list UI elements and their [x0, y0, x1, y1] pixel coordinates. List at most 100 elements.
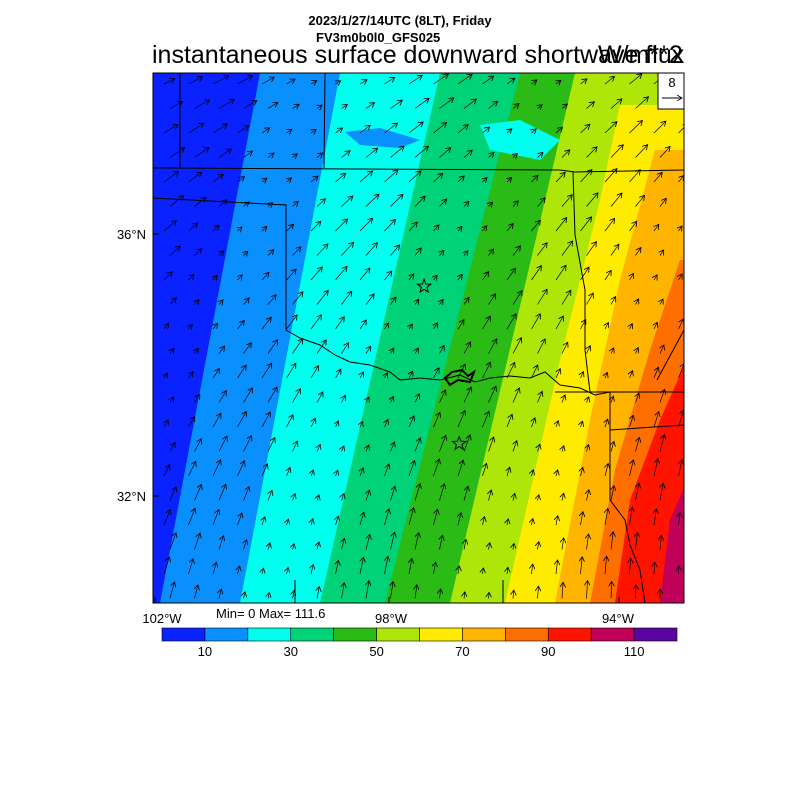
wind-vector-381: [538, 495, 539, 501]
wind-vector-55: [457, 125, 468, 134]
wind-vector-416: [342, 538, 345, 550]
wind-vector-404: [581, 512, 583, 526]
wind-vector-198: [267, 295, 276, 305]
wind-vector-2: [212, 76, 229, 85]
wind-vector-50: [335, 128, 343, 134]
colorbar-box-8: [505, 627, 549, 642]
wind-vector-455: [244, 592, 246, 599]
wind-vector-452: [169, 582, 174, 599]
wind-vector-397: [408, 508, 414, 526]
wind-vector-322: [678, 410, 684, 428]
wind-vector-305: [261, 412, 270, 428]
lon-label-102w: 102°W: [142, 611, 182, 626]
wind-vector-210: [561, 290, 571, 305]
wind-vector-222: [335, 317, 345, 330]
wind-vector-274: [556, 369, 560, 379]
wind-vector-276: [605, 373, 607, 379]
wind-vector-433: [238, 566, 240, 575]
wind-vector-367: [194, 484, 202, 501]
wind-vector-357: [483, 463, 487, 477]
wind-vector-95: [384, 170, 398, 183]
wind-vector-240: [243, 343, 252, 354]
wind-vector-466: [513, 590, 514, 599]
wind-vector-428: [636, 532, 638, 550]
wind-vector-394: [336, 516, 339, 526]
wind-vector-281: [194, 394, 200, 403]
wind-vector-92: [310, 176, 318, 183]
wind-vector-25: [243, 101, 257, 109]
wind-vector-300: [659, 389, 665, 403]
wind-vector-459: [342, 583, 345, 599]
wind-vector-23: [194, 100, 210, 109]
wind-vector-221: [310, 315, 322, 330]
wind-vector-1: [188, 77, 203, 85]
wind-vector-89: [237, 177, 245, 183]
wind-vector-314: [482, 411, 490, 428]
wind-vector-16: [556, 80, 561, 84]
wind-vector-24: [218, 100, 234, 109]
wind-vector-151: [169, 246, 180, 256]
wind-vector-318: [581, 421, 583, 428]
wind-vector-165: [512, 246, 520, 256]
wind-vector-51: [359, 125, 370, 134]
wind-vector-439: [385, 556, 389, 575]
boundary-panhandle: [153, 197, 287, 330]
wind-vector-214: [660, 299, 663, 305]
wind-vector-150: [679, 226, 683, 231]
wind-vector-109: [194, 197, 206, 207]
wind-vector-115: [341, 196, 353, 207]
wind-vector-230: [531, 314, 541, 330]
wind-vector-141: [458, 226, 462, 231]
wind-vector-220: [286, 315, 298, 330]
datetime-label: 2023/1/27/14UTC (8LT), Friday: [308, 13, 492, 28]
wind-vector-321: [653, 412, 659, 428]
colorbar-box-5: [376, 627, 420, 642]
wind-vector-94: [359, 171, 373, 183]
wind-vector-393: [311, 519, 313, 526]
wind-vector-423: [513, 544, 514, 550]
wind-vector-368: [218, 484, 226, 501]
wind-vector-375: [390, 486, 396, 501]
wind-vector-93: [335, 173, 346, 183]
lon-label-94w: 94°W: [602, 611, 635, 626]
wind-vector-86: [163, 172, 179, 183]
wind-vector-13: [482, 76, 494, 85]
wind-vector-234: [630, 324, 633, 329]
wind-vector-218: [237, 321, 245, 330]
wind-vector-56: [482, 127, 490, 134]
wind-vector-215: [164, 323, 169, 330]
wind-vector-265: [335, 369, 341, 379]
wind-vector-128: [659, 198, 666, 207]
band-90-100: [615, 366, 684, 603]
wind-vector-53: [408, 122, 423, 134]
wind-vector-8: [359, 80, 367, 84]
wind-vector-370: [268, 490, 272, 501]
wind-vector-183: [434, 275, 438, 280]
wind-vector-377: [439, 484, 445, 501]
colorbar-label-70: 70: [455, 644, 469, 659]
wind-vector-235: [654, 322, 657, 330]
wind-vector-43: [163, 125, 178, 134]
wind-vector-157: [316, 244, 328, 256]
wind-vector-448: [605, 556, 607, 575]
wind-vector-121: [489, 202, 493, 206]
wind-vector-90: [262, 178, 267, 182]
wind-vector-32: [414, 98, 429, 109]
wind-vector-171: [660, 250, 664, 256]
wind-vector-30: [365, 103, 375, 109]
wind-vector-254: [587, 346, 591, 354]
wind-vector-437: [336, 560, 339, 575]
wind-vector-174: [213, 276, 217, 280]
wind-vector-410: [194, 533, 201, 550]
wind-vector-257: [660, 345, 664, 354]
wind-vector-62: [629, 121, 643, 134]
colorbar-box-9: [547, 627, 592, 642]
wind-vector-426: [587, 534, 589, 550]
wind-vector-258: [164, 373, 168, 378]
wind-vector-253: [561, 342, 568, 354]
wind-vector-178: [310, 267, 322, 281]
map-frame: [152, 72, 685, 604]
wind-vector-261: [237, 365, 247, 379]
wind-vector-176: [261, 272, 269, 281]
wind-vector-403: [556, 516, 558, 526]
